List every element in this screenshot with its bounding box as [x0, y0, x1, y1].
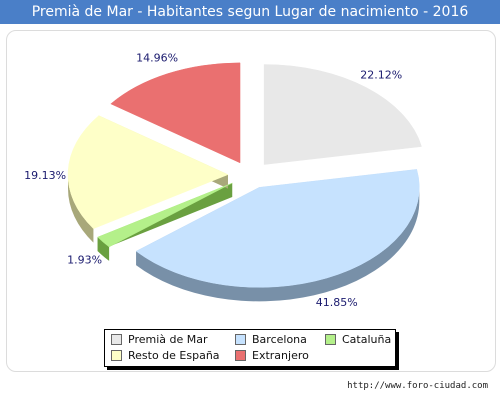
- legend-label: Premià de Mar: [128, 333, 208, 346]
- pie-slice-barcelona: [135, 169, 420, 288]
- legend-item-resto-de-espana: Resto de España: [111, 349, 220, 363]
- legend-label: Resto de España: [128, 349, 220, 362]
- legend-item-extranjero: Extranjero: [235, 349, 309, 363]
- pie-slice-side-resto-de-espana: [68, 174, 94, 243]
- data-label-barcelona: 41.85%: [316, 296, 358, 309]
- pie-slice-extranjero: [110, 62, 241, 164]
- data-label-premia-de-mar: 22.12%: [360, 69, 402, 82]
- legend-label: Cataluña: [342, 333, 392, 346]
- data-label-resto-de-espana: 19.13%: [24, 169, 66, 182]
- legend-swatch: [235, 349, 246, 361]
- pie-top-layer: [67, 62, 422, 288]
- pie-slice-resto-de-espana: [67, 115, 229, 229]
- legend-item-barcelona: Barcelona: [235, 333, 307, 347]
- data-label-cataluna: 1.93%: [67, 253, 102, 266]
- legend-label: Barcelona: [252, 333, 307, 346]
- legend-item-cataluna: Cataluña: [325, 333, 391, 347]
- source-link[interactable]: http://www.foro-ciudad.com: [347, 381, 488, 391]
- legend-swatch: [111, 349, 122, 361]
- legend-item-premia-de-mar: Premià de Mar: [111, 333, 208, 347]
- legend-swatch: [111, 333, 122, 345]
- legend-label: Extranjero: [252, 349, 309, 362]
- pie-slice-cataluna: [97, 182, 233, 248]
- legend-swatch: [325, 333, 336, 345]
- pie-slice-premia-de-mar: [263, 64, 422, 165]
- pie-label-layer: 22.12% 41.85% 1.93% 19.13% 14.96%: [24, 52, 402, 309]
- chart-title: Premià de Mar - Habitantes segun Lugar d…: [0, 0, 500, 24]
- data-label-extranjero: 14.96%: [136, 52, 178, 65]
- pie-slice-side-barcelona: [136, 187, 420, 302]
- legend: Premià de Mar Barcelona Cataluña Resto d…: [104, 329, 396, 367]
- legend-swatch: [235, 333, 246, 345]
